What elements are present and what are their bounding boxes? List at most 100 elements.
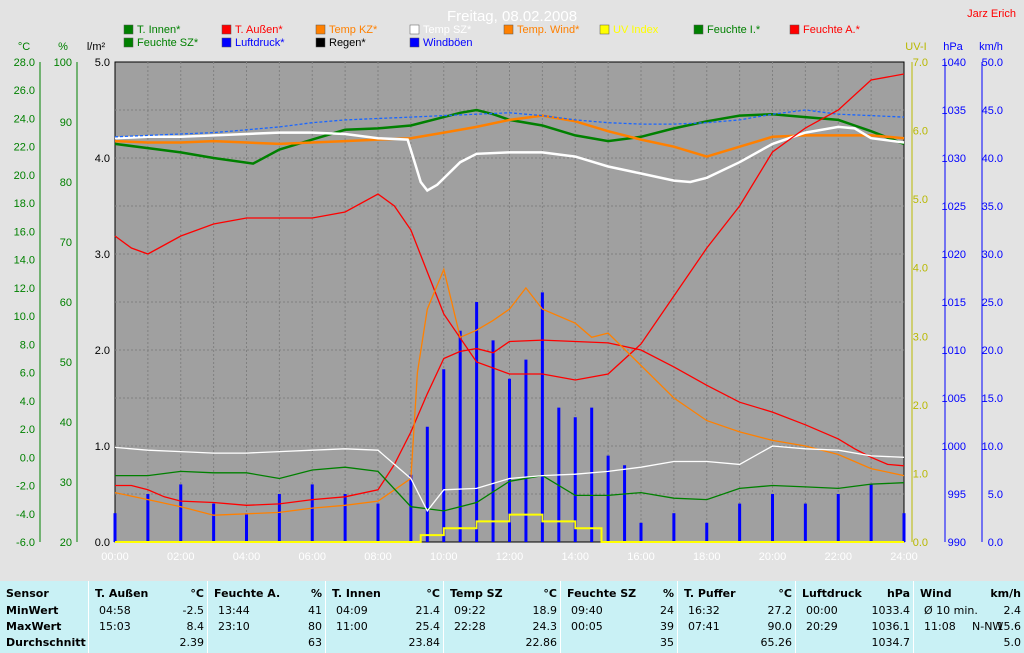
axis-tick-pressure: 1000 bbox=[942, 441, 966, 453]
stats-row: 23.84 bbox=[326, 634, 444, 651]
axis-tick-celsius: 28.0 bbox=[14, 57, 35, 69]
axis-tick-celsius: 0.0 bbox=[20, 452, 35, 464]
stats-row: 16:32 27.2 bbox=[678, 602, 796, 619]
stats-column-title: Feuchte SZ bbox=[567, 587, 637, 600]
stats-row: 23:10 80 bbox=[208, 618, 326, 635]
axis-tick-celsius: 12.0 bbox=[14, 283, 35, 295]
stats-cell-value: -2.5 bbox=[182, 604, 204, 617]
stats-row: 5.0 bbox=[914, 634, 1024, 651]
axis-tick-percent: 40 bbox=[60, 417, 72, 429]
axis-tick-time: 02:00 bbox=[167, 551, 195, 563]
legend-label: Feuchte A.* bbox=[803, 24, 861, 36]
axis-tick-time: 20:00 bbox=[759, 551, 787, 563]
legend-swatch bbox=[409, 37, 420, 48]
stats-cell-value: 15.6 bbox=[996, 620, 1022, 633]
axis-tick-wind: 45.0 bbox=[982, 105, 1003, 117]
stats-column-title: T. Innen bbox=[332, 587, 381, 600]
stats-cell-value: 18.9 bbox=[532, 604, 558, 617]
stats-column-title: T. Puffer bbox=[684, 587, 736, 600]
axis-tick-wind: 5.0 bbox=[988, 489, 1003, 501]
stats-cell-label: MaxWert bbox=[6, 620, 62, 633]
stats-cell-value: 24.3 bbox=[532, 620, 558, 633]
stats-row: 07:41 90.0 bbox=[678, 618, 796, 635]
axis-tick-time: 14:00 bbox=[561, 551, 589, 563]
stats-row: Ø 10 min. 2.4 bbox=[914, 602, 1024, 619]
axis-tick-percent: 60 bbox=[60, 297, 72, 309]
series-line bbox=[114, 108, 905, 165]
stats-column: Sensor MinWert MaxWert Durchschnitt bbox=[0, 581, 88, 653]
axis-tick-pressure: 1035 bbox=[942, 105, 966, 117]
axis-tick-pressure: 990 bbox=[948, 537, 966, 549]
axis-tick-rain: 2.0 bbox=[95, 345, 110, 357]
axis-unit-percent: % bbox=[58, 41, 68, 53]
series-line bbox=[114, 114, 905, 158]
axis-tick-uv: 3.0 bbox=[913, 331, 928, 343]
stats-column: Feuchte SZ% 09:40 24 00:05 39 35 bbox=[560, 581, 678, 653]
legend-swatch bbox=[409, 24, 420, 35]
axis-tick-wind: 10.0 bbox=[982, 441, 1003, 453]
axis-tick-percent: 50 bbox=[60, 357, 72, 369]
stats-cell-value: 5.0 bbox=[1003, 636, 1022, 649]
legend-swatch bbox=[221, 37, 232, 48]
stats-column-title: Temp SZ bbox=[450, 587, 503, 600]
stats-cell-value: 2.39 bbox=[179, 636, 205, 649]
stats-row: 22:28 24.3 bbox=[444, 618, 561, 635]
stats-cell-value: 65.26 bbox=[760, 636, 793, 649]
axis-tick-time: 12:00 bbox=[496, 551, 524, 563]
axis-tick-uv: 7.0 bbox=[913, 57, 928, 69]
axis-tick-percent: 20 bbox=[60, 537, 72, 549]
axis-tick-pressure: 995 bbox=[948, 489, 966, 501]
legend-label: Windböen bbox=[423, 37, 473, 49]
axis-tick-pressure: 1020 bbox=[942, 249, 966, 261]
axis-tick-celsius: -2.0 bbox=[16, 481, 35, 493]
legend-label: Regen* bbox=[329, 37, 366, 49]
legend-swatch bbox=[315, 37, 326, 48]
axis-tick-celsius: 24.0 bbox=[14, 113, 35, 125]
weather-chart: Freitag, 08.02.2008 Jarz Erich T. Innen*… bbox=[13, 8, 1016, 563]
axis-unit-wind: km/h bbox=[979, 41, 1003, 53]
stats-cell-value: 23.84 bbox=[408, 636, 441, 649]
stats-column: Temp SZ °C 09:22 18.9 22:28 24.3 22.86 bbox=[443, 581, 561, 653]
author-label: Jarz Erich bbox=[967, 8, 1016, 20]
chart-title: Freitag, 08.02.2008 bbox=[447, 8, 577, 25]
stats-cell-value: 22.86 bbox=[525, 636, 558, 649]
stats-row: MinWert bbox=[0, 602, 88, 619]
axis-tick-wind: 15.0 bbox=[982, 393, 1003, 405]
axis-tick-celsius: -4.0 bbox=[16, 509, 35, 521]
stats-row: 63 bbox=[208, 634, 326, 651]
legend-label: Temp SZ* bbox=[423, 24, 472, 36]
axis-tick-time: 22:00 bbox=[824, 551, 852, 563]
stats-column-unit: % bbox=[662, 587, 674, 600]
legend-swatch bbox=[693, 24, 704, 35]
series-line bbox=[115, 466, 905, 512]
stats-row: 00:05 39 bbox=[561, 618, 678, 635]
stats-row: 11:00 25.4 bbox=[326, 618, 444, 635]
stats-column-unit: °C bbox=[426, 587, 440, 600]
stats-cell-label: 09:40 bbox=[571, 604, 603, 617]
stats-column-unit: hPa bbox=[886, 587, 910, 600]
stats-header: Wind km/h bbox=[914, 585, 1024, 602]
stats-cell-direction: N-NW bbox=[972, 620, 1004, 633]
stats-cell-value: 39 bbox=[660, 620, 674, 633]
stats-cell-value: 25.4 bbox=[415, 620, 441, 633]
stats-cell-label: 04:58 bbox=[99, 604, 131, 617]
axis-tick-percent: 80 bbox=[60, 177, 72, 189]
axis-tick-pressure: 1030 bbox=[942, 153, 966, 165]
legend-label: Feuchte SZ* bbox=[137, 37, 199, 49]
legend-label: Luftdruck* bbox=[235, 37, 285, 49]
stats-cell-label: Durchschnitt bbox=[6, 636, 86, 649]
axis-tick-celsius: 8.0 bbox=[20, 339, 35, 351]
statistics-table: Sensor MinWert MaxWert Durchschnitt T. Außen… bbox=[0, 581, 1024, 653]
axis-tick-rain: 3.0 bbox=[95, 249, 110, 261]
stats-column-title: T. Außen bbox=[95, 587, 149, 600]
stats-column-unit: °C bbox=[190, 587, 204, 600]
stats-header: Temp SZ °C bbox=[444, 585, 561, 602]
stats-column: T. Außen °C 04:58 -2.5 15:03 8.4 2.39 bbox=[88, 581, 208, 653]
axis-tick-time: 10:00 bbox=[430, 551, 458, 563]
axis-tick-percent: 90 bbox=[60, 117, 72, 129]
stats-header: T. Außen °C bbox=[89, 585, 208, 602]
axis-tick-celsius: 2.0 bbox=[20, 424, 35, 436]
stats-cell-value: 24 bbox=[660, 604, 674, 617]
legend: T. Innen* T. Außen* Temp KZ* Temp SZ* Temp. … bbox=[123, 24, 861, 49]
stats-row: 00:00 1033.4 bbox=[796, 602, 914, 619]
